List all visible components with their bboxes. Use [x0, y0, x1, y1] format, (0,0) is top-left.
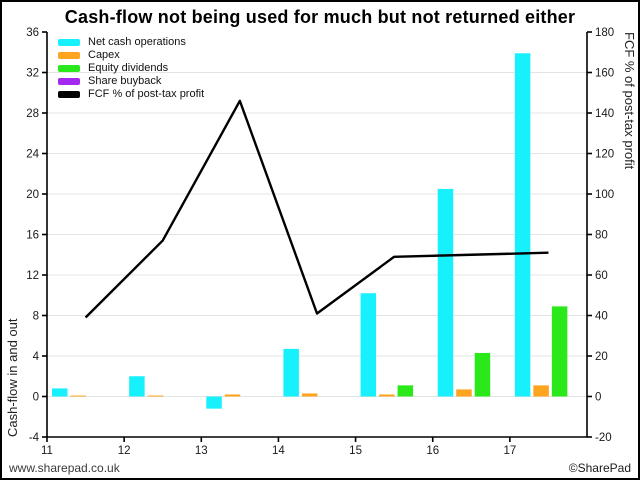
svg-text:0: 0: [595, 392, 601, 404]
svg-text:12: 12: [26, 270, 39, 282]
svg-text:12: 12: [118, 445, 131, 457]
legend-label: Share buyback: [88, 75, 162, 87]
capex-swatch-icon: [58, 52, 80, 59]
equity-dividends-swatch-icon: [58, 65, 80, 72]
svg-text:160: 160: [595, 68, 614, 80]
svg-text:-20: -20: [595, 432, 612, 444]
legend-item: Net cash operations: [58, 36, 204, 49]
legend-label: FCF % of post-tax profit: [88, 88, 205, 100]
legend-label: Net cash operations: [88, 36, 186, 48]
fcf-line-swatch-icon: [58, 91, 80, 98]
svg-text:32: 32: [26, 68, 39, 80]
copyright-text: ©SharePad: [568, 461, 631, 475]
chart-title: Cash-flow not being used for much but no…: [64, 7, 576, 27]
svg-text:13: 13: [195, 445, 208, 457]
svg-text:17: 17: [503, 445, 516, 457]
legend-item: FCF % of post-tax profit: [58, 88, 204, 101]
svg-text:28: 28: [26, 108, 39, 120]
legend-item: Equity dividends: [58, 62, 204, 75]
svg-text:36: 36: [26, 27, 39, 39]
svg-text:120: 120: [595, 149, 614, 161]
svg-text:60: 60: [595, 270, 608, 282]
svg-text:11: 11: [41, 445, 53, 457]
legend-item: Share buyback: [58, 75, 204, 88]
svg-text:80: 80: [595, 230, 608, 242]
svg-text:0: 0: [33, 392, 39, 404]
net-cash-operations-swatch-icon: [58, 39, 80, 46]
right-axis-title: FCF % of post-tax profit: [622, 32, 637, 170]
svg-text:16: 16: [426, 445, 439, 457]
svg-text:20: 20: [26, 189, 39, 201]
left-axis-title: Cash-flow in and out: [5, 318, 20, 437]
legend-label: Equity dividends: [88, 62, 169, 74]
svg-text:20: 20: [595, 351, 608, 363]
chart-legend: Net cash operations Capex Equity dividen…: [58, 36, 204, 101]
svg-text:15: 15: [349, 445, 362, 457]
svg-text:8: 8: [33, 311, 39, 323]
svg-text:180: 180: [595, 27, 614, 39]
share-buyback-swatch-icon: [58, 78, 80, 85]
svg-text:40: 40: [595, 311, 608, 323]
legend-item: Capex: [58, 49, 204, 62]
svg-text:100: 100: [595, 189, 614, 201]
svg-text:4: 4: [33, 351, 40, 363]
svg-text:14: 14: [272, 445, 285, 457]
legend-label: Capex: [88, 49, 120, 61]
svg-text:16: 16: [26, 230, 39, 242]
svg-text:140: 140: [595, 108, 614, 120]
svg-text:-4: -4: [29, 432, 40, 444]
sharepad-url-text: www.sharepad.co.uk: [9, 461, 120, 475]
svg-text:24: 24: [26, 149, 39, 161]
